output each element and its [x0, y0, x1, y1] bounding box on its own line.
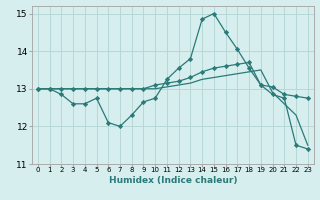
- X-axis label: Humidex (Indice chaleur): Humidex (Indice chaleur): [108, 176, 237, 185]
